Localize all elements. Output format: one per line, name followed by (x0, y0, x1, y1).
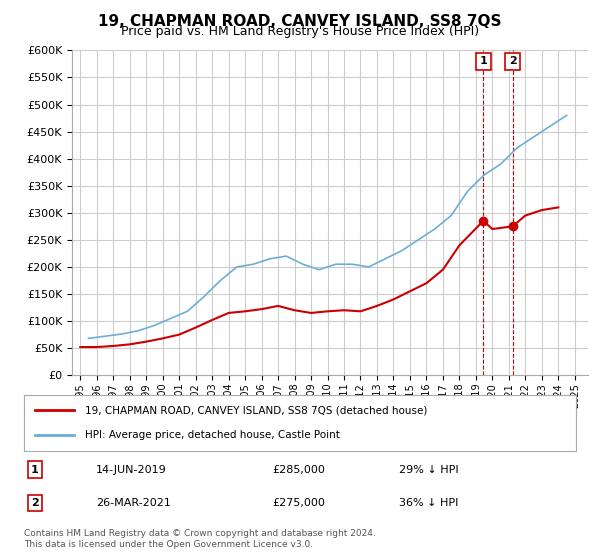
Text: Contains HM Land Registry data © Crown copyright and database right 2024.
This d: Contains HM Land Registry data © Crown c… (24, 529, 376, 549)
Text: £275,000: £275,000 (272, 498, 325, 508)
Text: 26-MAR-2021: 26-MAR-2021 (96, 498, 170, 508)
Text: 14-JUN-2019: 14-JUN-2019 (96, 465, 167, 475)
Text: 36% ↓ HPI: 36% ↓ HPI (400, 498, 459, 508)
Text: £285,000: £285,000 (272, 465, 325, 475)
Text: HPI: Average price, detached house, Castle Point: HPI: Average price, detached house, Cast… (85, 430, 340, 440)
Text: 19, CHAPMAN ROAD, CANVEY ISLAND, SS8 7QS (detached house): 19, CHAPMAN ROAD, CANVEY ISLAND, SS8 7QS… (85, 405, 427, 416)
Text: 19, CHAPMAN ROAD, CANVEY ISLAND, SS8 7QS: 19, CHAPMAN ROAD, CANVEY ISLAND, SS8 7QS (98, 14, 502, 29)
Text: 2: 2 (31, 498, 39, 508)
Text: 29% ↓ HPI: 29% ↓ HPI (400, 465, 459, 475)
Text: Price paid vs. HM Land Registry's House Price Index (HPI): Price paid vs. HM Land Registry's House … (121, 25, 479, 38)
Text: 1: 1 (479, 56, 487, 66)
Text: 1: 1 (31, 465, 39, 475)
Text: 2: 2 (509, 56, 517, 66)
